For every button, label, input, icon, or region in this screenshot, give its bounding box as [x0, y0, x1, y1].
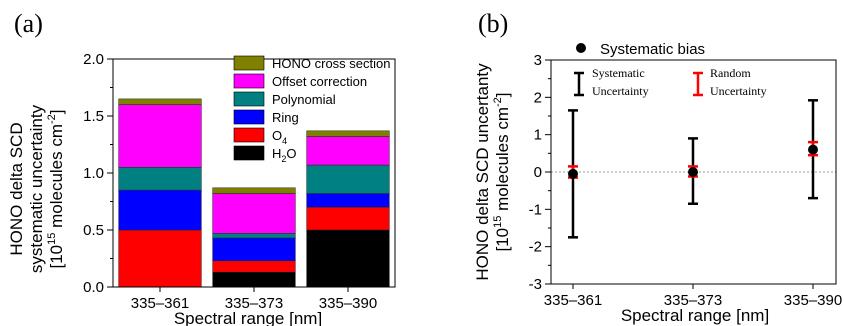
- panel-a-ylabel-line1: HONO delta SCD: [7, 122, 26, 255]
- bar-hono-cross-section-3: [306, 130, 390, 137]
- panel-a-ytick-label: 0.0: [83, 279, 104, 296]
- panel-a: (a) HONO delta SCD systematic uncertaint…: [7, 9, 396, 326]
- panel-a-axes: 335–361 335–373 335–390 0.0 0.5 1.0 1.5 2.0: [83, 51, 396, 312]
- bar-polynomial-3: [306, 164, 390, 194]
- panel-b-ytick-label: 2: [534, 89, 542, 106]
- bar-ring-2: [212, 237, 296, 262]
- panel-b: (b) HONO delta SCD uncertanty [1015 mole…: [473, 9, 842, 325]
- bar-offset-correction-2: [212, 193, 296, 234]
- bar-hono-cross-section-2: [212, 187, 296, 194]
- bar-hono-cross-section-1: [118, 98, 202, 105]
- legend-label-random-line2: Uncertainty: [710, 84, 767, 98]
- bar-ring-1: [118, 189, 202, 231]
- panel-b-ylabel-line1: HONO delta SCD uncertanty: [473, 63, 492, 281]
- panel-b-xtick-label: 335–361: [544, 292, 602, 309]
- panel-a-ylabel-line3: [1015 molecules cm-2]: [46, 109, 66, 268]
- panel-a-ytick-label: 1.5: [83, 108, 104, 125]
- panel-b-label: (b): [478, 9, 508, 38]
- panel-b-ylabel: HONO delta SCD uncertanty [1015 molecule…: [473, 63, 512, 281]
- legend-label-polynomial: Polynomial: [272, 92, 336, 107]
- legend-swatch-hono: [233, 55, 265, 71]
- panel-b-ytick-label: 3: [534, 52, 542, 69]
- panel-b-ytick-label: 1: [534, 127, 542, 144]
- legend-label-hono: HONO cross section: [272, 56, 390, 71]
- legend-marker-bias: [576, 43, 586, 53]
- bar-o4-2: [212, 260, 296, 273]
- bias-point-1: [568, 168, 578, 179]
- panel-a-xtick-label: 335–373: [225, 295, 283, 312]
- panel-a-label: (a): [14, 9, 43, 38]
- bar-offset-correction-1: [118, 104, 202, 168]
- bar-ring-3: [306, 193, 390, 208]
- legend-label-h2o: H2O: [272, 146, 297, 164]
- panel-a-xtick-label: 335–390: [319, 295, 377, 312]
- legend-swatch-offset: [233, 73, 265, 89]
- panel-a-ytick-label: 0.5: [83, 222, 104, 239]
- legend-label-o4: O4: [272, 128, 287, 146]
- panel-a-bars: [118, 98, 390, 288]
- panel-b-xtick-label: 335–390: [784, 292, 842, 309]
- legend-marker-systematic: [574, 71, 584, 97]
- legend-swatch-h2o: [233, 145, 265, 161]
- panel-b-ytick-label: -1: [529, 201, 542, 218]
- bar-polynomial-2: [212, 233, 296, 239]
- panel-b-xtick-label: 335–373: [664, 292, 722, 309]
- legend-marker-random: [693, 71, 703, 97]
- panel-b-xlabel: Spectral range [nm]: [621, 306, 769, 325]
- bar-o4-1: [118, 229, 202, 288]
- panel-b-ytick-label: -3: [529, 276, 542, 293]
- panel-a-ytick-label: 2.0: [83, 51, 104, 68]
- legend-swatch-ring: [233, 109, 265, 125]
- legend-swatch-polynomial: [233, 91, 265, 107]
- panel-b-axes: 335–361 335–373 335–390 -3 -2 -1 0 1 2 3: [529, 52, 843, 309]
- legend-label-bias: Systematic bias: [600, 41, 705, 58]
- bar-polynomial-1: [118, 167, 202, 191]
- panel-b-ytick-label: -2: [529, 239, 542, 256]
- legend-label-systematic-line1: Systematic: [592, 66, 645, 80]
- bar-o4-3: [306, 206, 390, 231]
- panel-b-ytick-label: 0: [534, 164, 542, 181]
- legend-swatch-o4: [233, 127, 265, 143]
- panel-a-xlabel: Spectral range [nm]: [174, 309, 322, 326]
- panel-b-ylabel-line2: [1015 molecules cm-2]: [492, 92, 512, 251]
- panel-a-ylabel: HONO delta SCD systematic uncertainty [1…: [7, 104, 66, 273]
- bar-h2o-2: [212, 271, 296, 288]
- legend-label-offset: Offset correction: [272, 74, 367, 89]
- legend-label-systematic-line2: Uncertainty: [592, 84, 649, 98]
- legend-label-random-line1: Random: [710, 66, 751, 80]
- panel-b-legend: Systematic bias Systematic Uncertainty R…: [574, 41, 767, 98]
- panel-a-legend: HONO cross section Offset correction Pol…: [233, 55, 390, 164]
- panel-a-ylabel-line2: systematic uncertainty: [27, 104, 46, 273]
- bias-point-3: [808, 144, 818, 155]
- bar-offset-correction-3: [306, 136, 390, 166]
- panel-a-ytick-label: 1.0: [83, 165, 104, 182]
- bias-point-2: [688, 167, 698, 177]
- legend-label-ring: Ring: [272, 110, 299, 125]
- bar-h2o-3: [306, 229, 390, 288]
- panel-a-xtick-label: 335–361: [131, 295, 189, 312]
- panel-b-plot: [551, 99, 836, 239]
